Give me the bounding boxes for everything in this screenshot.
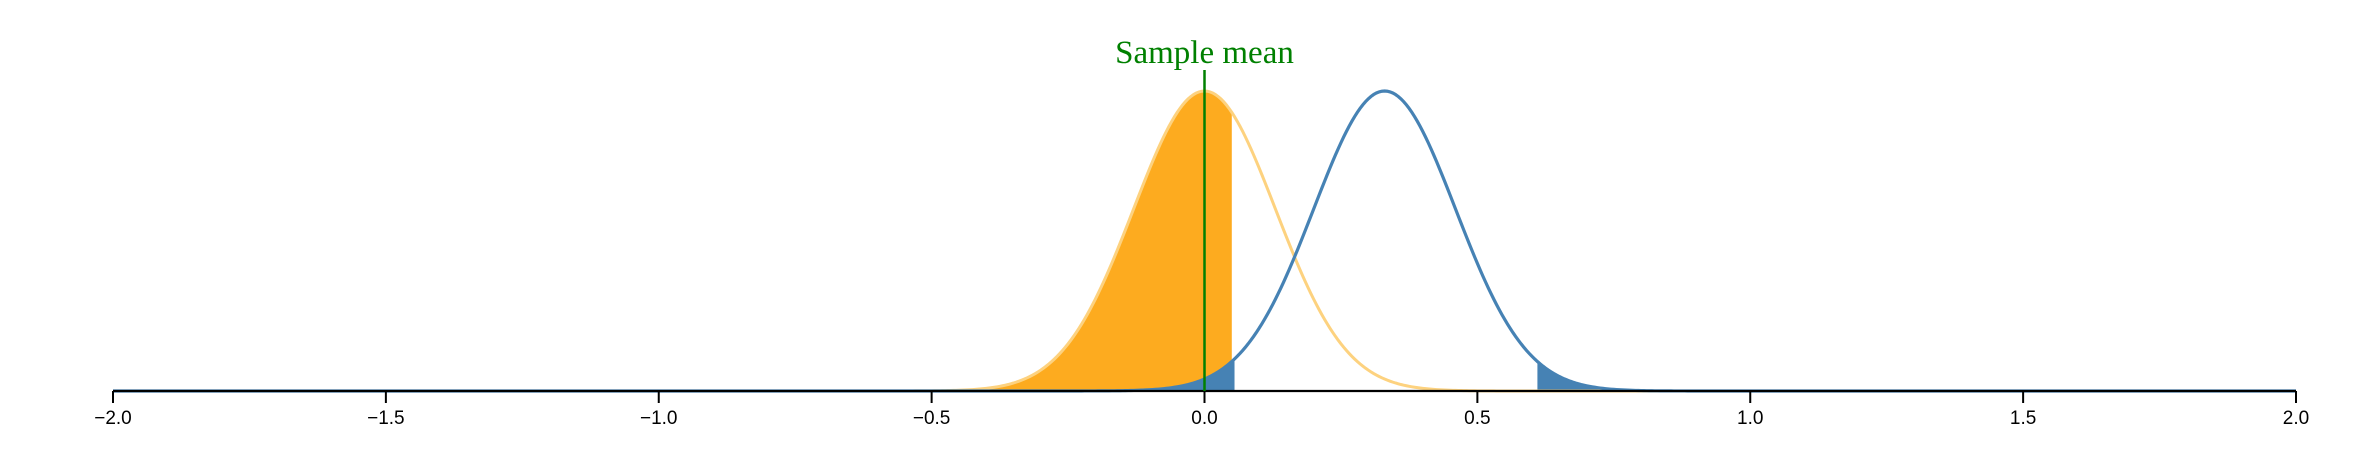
- x-tick-label: −1.5: [367, 408, 405, 429]
- alternative-distribution-shaded-tail-1: [1149, 358, 1235, 391]
- x-axis-ticks: −2.0 −1.5 −1.0 −0.5 0.0 0.5 1.0 1.5 2.0: [94, 391, 2309, 429]
- x-tick-label: 0.5: [1464, 408, 1490, 429]
- annotations: Sample mean: [1115, 35, 1294, 391]
- sample-mean-label: Sample mean: [1115, 35, 1294, 71]
- null-distribution-shaded-area: [931, 91, 1232, 391]
- x-axis: −2.0 −1.5 −1.0 −0.5 0.0 0.5 1.0 1.5 2.0: [94, 389, 2309, 429]
- x-tick-label: 0.0: [1191, 408, 1217, 429]
- x-tick-label: −2.0: [94, 408, 132, 429]
- x-tick-label: 2.0: [2283, 408, 2309, 429]
- shaded-areas: [931, 91, 1778, 391]
- x-tick-label: 1.5: [2010, 408, 2036, 429]
- x-tick-label: −0.5: [913, 408, 951, 429]
- x-tick-label: −1.0: [640, 408, 678, 429]
- x-tick-label: 1.0: [1737, 408, 1763, 429]
- alternative-distribution-shaded-tail-2: [1537, 361, 1778, 391]
